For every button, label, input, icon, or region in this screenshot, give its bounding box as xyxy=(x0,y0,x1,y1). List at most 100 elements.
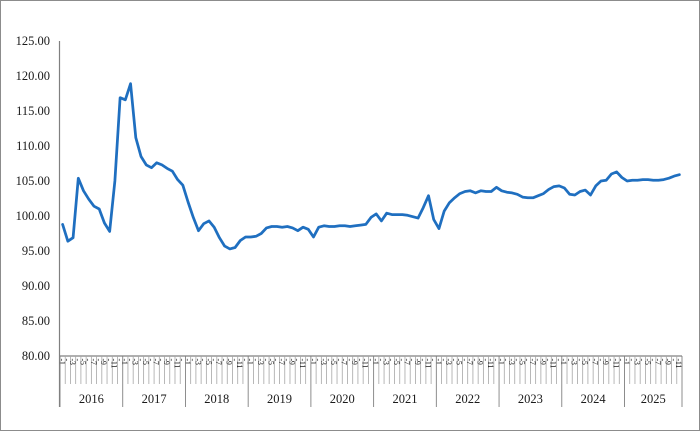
month-tick-label: - xyxy=(648,359,657,362)
month-tick-label: -1 xyxy=(183,359,192,365)
month-tick-label: -9 xyxy=(99,359,108,365)
month-tick-label: - xyxy=(429,359,438,362)
y-tick-label: 115.00 xyxy=(16,104,50,118)
month-tick-label: -7 xyxy=(89,359,98,365)
month-tick-label: - xyxy=(606,359,615,362)
month-tick-label: - xyxy=(303,359,312,362)
month-tick-label: - xyxy=(617,359,626,362)
month-tick-label: - xyxy=(157,359,166,362)
month-tick-label: -9 xyxy=(225,359,234,365)
month-tick-label: -3 xyxy=(131,359,140,365)
month-tick-label: - xyxy=(230,359,239,362)
month-tick-label: -1 xyxy=(496,359,505,365)
month-tick-label: - xyxy=(84,359,93,362)
month-tick-label: - xyxy=(470,359,479,362)
month-tick-label: -9 xyxy=(601,359,610,365)
month-axis: -1--3--5--7--9--11--1--3--5--7--9--11--1… xyxy=(57,356,683,384)
month-tick-label: - xyxy=(355,359,364,362)
month-tick-label: -1 xyxy=(308,359,317,365)
month-tick-label: -9 xyxy=(287,359,296,365)
axis-lines xyxy=(58,41,682,407)
month-tick-label: - xyxy=(408,359,417,362)
month-tick-label: - xyxy=(282,359,291,362)
month-tick-label: - xyxy=(209,359,218,362)
month-tick-label: -3 xyxy=(319,359,328,365)
y-tick-label: 90.00 xyxy=(22,279,50,293)
y-tick-label: 110.00 xyxy=(16,139,50,153)
month-tick-label: - xyxy=(523,359,532,362)
month-tick-label: - xyxy=(669,359,678,362)
month-tick-label: -11 xyxy=(611,359,620,369)
month-tick-label: - xyxy=(63,359,72,362)
month-tick-label: -5 xyxy=(266,359,275,365)
y-tick-label: 125.00 xyxy=(16,34,50,48)
year-label: 2016 xyxy=(79,392,104,406)
month-tick-label: - xyxy=(512,359,521,362)
month-tick-label: - xyxy=(659,359,668,362)
month-tick-label: - xyxy=(104,359,113,362)
month-tick-label: -3 xyxy=(193,359,202,365)
year-label: 2024 xyxy=(581,392,607,406)
y-axis-labels: 125.00 120.00 115.00 110.00 105.00 100.00 95.0… xyxy=(16,34,50,363)
month-tick-label: -11 xyxy=(674,359,683,369)
month-tick-label: -11 xyxy=(172,359,181,369)
month-tick-label: - xyxy=(596,359,605,362)
month-tick-label: - xyxy=(397,359,406,362)
month-tick-label: -11 xyxy=(549,359,558,369)
month-tick-label: -1 xyxy=(434,359,443,365)
month-tick-label: - xyxy=(115,359,124,362)
year-label: 2019 xyxy=(267,392,292,406)
month-tick-label: - xyxy=(136,359,145,362)
month-tick-label: - xyxy=(167,359,176,362)
year-label: 2023 xyxy=(518,392,543,406)
month-tick-label: - xyxy=(73,359,82,362)
month-tick-label: - xyxy=(564,359,573,362)
month-tick-label: - xyxy=(251,359,260,362)
month-tick-label: -11 xyxy=(423,359,432,369)
year-label: 2025 xyxy=(641,392,666,406)
year-label: 2021 xyxy=(392,392,417,406)
month-tick-label: -7 xyxy=(591,359,600,365)
month-tick-label: -9 xyxy=(476,359,485,365)
month-tick-label: -7 xyxy=(277,359,286,365)
month-tick-label: -11 xyxy=(361,359,370,369)
month-tick-label: - xyxy=(146,359,155,362)
month-tick-label: -1 xyxy=(120,359,129,365)
month-tick-label: - xyxy=(502,359,511,362)
month-tick-label: - xyxy=(544,359,553,362)
month-tick-label: -7 xyxy=(214,359,223,365)
month-tick-label: - xyxy=(585,359,594,362)
month-tick-label: - xyxy=(376,359,385,362)
month-tick-label: - xyxy=(366,359,375,362)
month-tick-label: - xyxy=(627,359,636,362)
month-tick-label: -7 xyxy=(465,359,474,365)
month-tick-label: -3 xyxy=(632,359,641,365)
month-tick-label: -9 xyxy=(413,359,422,365)
month-tick-label: - xyxy=(178,359,187,362)
month-tick-label: -1 xyxy=(622,359,631,365)
y-tick-label: 105.00 xyxy=(16,174,50,188)
month-tick-label: -9 xyxy=(538,359,547,365)
month-tick-label: -5 xyxy=(141,359,150,365)
month-tick-label: - xyxy=(638,359,647,362)
month-tick-label: -3 xyxy=(68,359,77,365)
y-tick-label: 100.00 xyxy=(16,209,50,223)
month-tick-label: -9 xyxy=(350,359,359,365)
month-tick-label: - xyxy=(324,359,333,362)
month-tick-label: - xyxy=(94,359,103,362)
month-tick-label: -11 xyxy=(298,359,307,369)
year-label: 2020 xyxy=(330,392,355,406)
y-tick-label: 80.00 xyxy=(22,349,50,363)
month-tick-label: -3 xyxy=(570,359,579,365)
month-tick-label: -7 xyxy=(653,359,662,365)
month-tick-label: -7 xyxy=(402,359,411,365)
month-tick-label: -3 xyxy=(381,359,390,365)
month-tick-label: - xyxy=(293,359,302,362)
month-tick-label: - xyxy=(554,359,563,362)
month-tick-label: -11 xyxy=(486,359,495,369)
y-tick-label: 120.00 xyxy=(16,69,50,83)
month-tick-label: - xyxy=(449,359,458,362)
month-tick-label: - xyxy=(272,359,281,362)
month-tick-label: -9 xyxy=(664,359,673,365)
